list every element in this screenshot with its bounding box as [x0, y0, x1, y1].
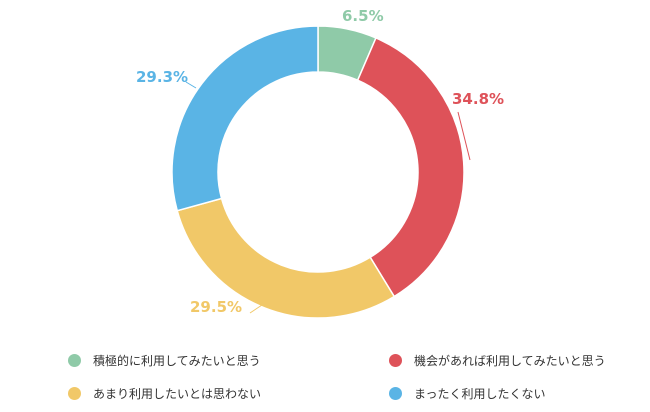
legend-swatch-2 — [68, 387, 81, 400]
value-label-2: 29.5% — [190, 298, 242, 316]
value-label-3: 29.3% — [136, 68, 188, 86]
legend-swatch-1 — [389, 354, 402, 367]
donut-slice-1 — [356, 36, 465, 298]
leader-line-2 — [249, 304, 263, 314]
legend-label-3: まったく利用したくない — [414, 387, 546, 401]
legend-label-1: 機会があれば利用してみたいと思う — [414, 354, 606, 368]
value-label-0: 6.5% — [342, 7, 384, 25]
legend-label-0: 積極的に利用してみたいと思う — [93, 354, 261, 368]
leader-line-3 — [185, 81, 197, 89]
legend-swatch-3 — [389, 387, 402, 400]
donut-slice-3 — [171, 25, 319, 212]
value-label-1: 34.8% — [452, 90, 504, 108]
legend-item-0: 積極的に利用してみたいと思う — [68, 352, 261, 369]
legend-item-2: あまり利用したいとは思わない — [68, 385, 261, 402]
legend-swatch-0 — [68, 354, 81, 367]
legend-label-2: あまり利用したいとは思わない — [93, 387, 262, 401]
donut-chart: 6.5% 34.8% 29.5% 29.3% — [136, 7, 504, 319]
legend-item-3: まったく利用したくない — [389, 385, 546, 402]
leader-line-1 — [457, 111, 471, 161]
legend: 積極的に利用してみたいと思う 機会があれば利用してみたいと思う あまり利用したい… — [0, 340, 650, 412]
legend-item-1: 機会があれば利用してみたいと思う — [389, 352, 606, 369]
